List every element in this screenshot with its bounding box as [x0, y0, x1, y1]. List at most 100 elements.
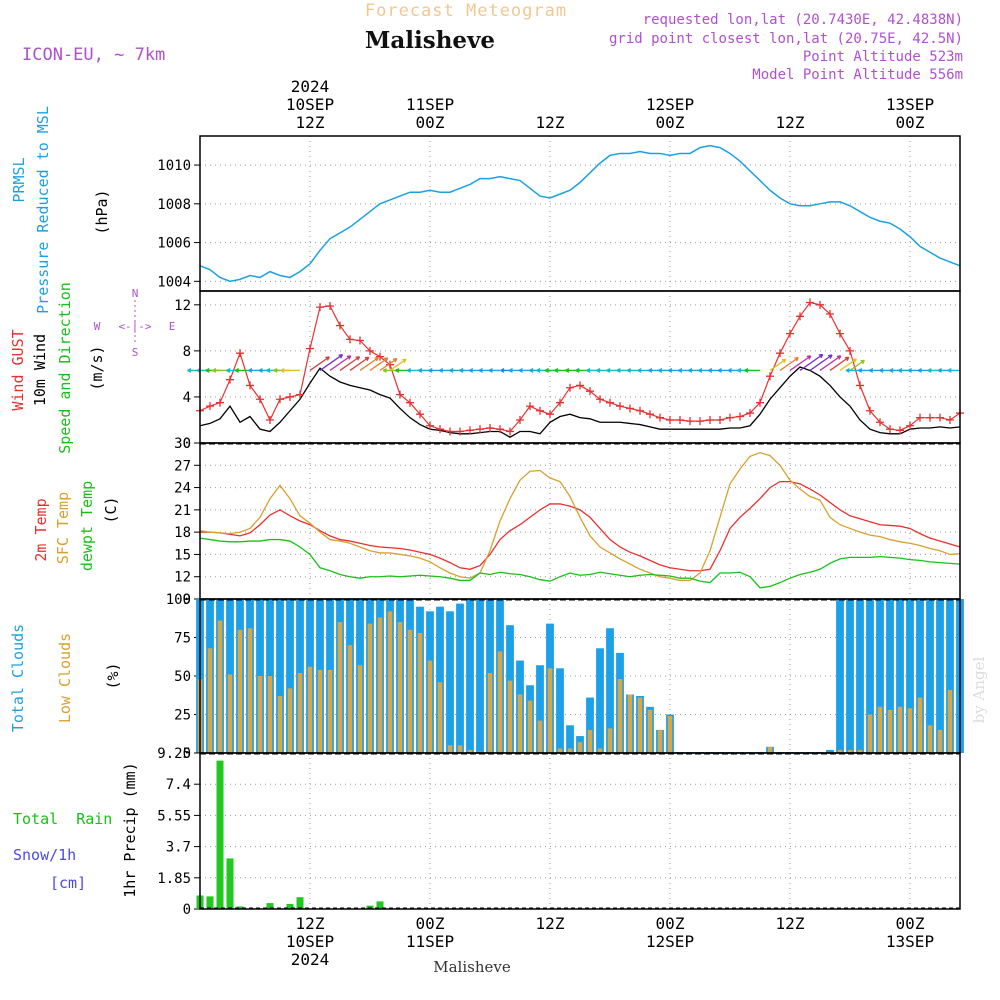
wind-direction-arrow [658, 368, 670, 373]
precip-unit: 1hr Precip (mm) [121, 762, 139, 897]
rain-bar [266, 903, 274, 909]
wind-direction-arrow [469, 368, 480, 373]
pressure-label-2: Pressure Reduced to MSL [34, 106, 52, 314]
wind-direction-arrow [779, 356, 799, 371]
wind-direction-arrow [809, 354, 833, 371]
wind-direction-arrow [858, 368, 870, 373]
wind-direction-arrow [508, 368, 520, 373]
gust-point [416, 410, 424, 419]
temp-2m-line [200, 480, 961, 572]
temperature-ytick-label-3: 18 [174, 525, 191, 541]
compass-rose: N W <-|-> E S [94, 287, 176, 359]
temperature-ytick-label-5: 24 [174, 481, 191, 497]
total-cloud-bar [536, 665, 544, 753]
pressure-label-1: PRMSL [10, 157, 28, 202]
pressure-panel: 1004 1006 1008 1010 [157, 135, 961, 292]
low-cloud-bar [857, 749, 863, 753]
low-cloud-bar [357, 665, 363, 753]
wind-label-dir: Speed and Direction [56, 282, 74, 454]
gust-point [286, 392, 294, 401]
total-cloud-bar [866, 599, 874, 753]
wind-direction-arrow [439, 368, 450, 373]
model-altitude: Model Point Altitude 556m [752, 67, 963, 83]
total-cloud-bar [276, 599, 284, 753]
low-cloud-bar [577, 742, 583, 753]
wind-direction-arrow [248, 368, 260, 373]
low-cloud-bar [317, 669, 323, 753]
wind-unit: (m/s) [88, 345, 106, 390]
precip-label-rain: Total Rain [13, 810, 112, 828]
wind-direction-arrow [839, 358, 857, 371]
low-cloud-bar [887, 709, 893, 753]
gust-point [216, 398, 224, 407]
total-cloud-bar [826, 749, 834, 753]
rain-bar [226, 858, 234, 909]
wind-direction-arrow [869, 368, 880, 373]
gust-point [506, 427, 514, 436]
bottom-time-label: 10SEP [286, 932, 334, 951]
gust-point [266, 415, 274, 424]
wind-direction-arrow [927, 368, 940, 373]
low-cloud-bar [567, 748, 573, 753]
wind-direction-arrow [349, 356, 370, 371]
low-cloud-bar [397, 622, 403, 753]
gust-point [926, 413, 934, 422]
gust-point [516, 415, 524, 424]
wind-direction-arrow [379, 357, 398, 371]
gust-point [836, 329, 844, 338]
low-cloud-bar [307, 666, 313, 753]
total-cloud-bar [906, 599, 914, 753]
precip-label-cm: [cm] [50, 874, 86, 892]
gust-point [356, 336, 364, 345]
wind-direction-arrow [889, 368, 900, 373]
gust-point [806, 298, 814, 307]
low-cloud-bar [247, 628, 253, 753]
temp-unit: (C) [102, 496, 120, 523]
gust-point [826, 310, 834, 319]
wind-direction-arrow [459, 368, 470, 373]
wind-direction-arrow [329, 355, 352, 371]
wind-direction-arrow [234, 368, 250, 373]
low-cloud-bar [897, 706, 903, 753]
low-cloud-bar [657, 729, 663, 753]
low-cloud-bar [917, 697, 923, 753]
low-cloud-bar [507, 680, 513, 753]
low-cloud-bar [387, 611, 393, 753]
wind-direction-arrow [488, 368, 500, 373]
temp-dewpt-line [199, 537, 961, 589]
precip-label-snow: Snow/1h [13, 846, 76, 864]
wind-direction-arrow [769, 358, 787, 371]
low-cloud-bar [927, 725, 933, 753]
gust-point [606, 398, 614, 407]
low-cloud-bar [947, 689, 953, 753]
gust-point [236, 349, 244, 358]
watermark: by Angel [970, 656, 988, 723]
low-cloud-bar [217, 620, 223, 753]
total-cloud-bar [936, 599, 944, 753]
gust-point [626, 404, 634, 413]
wind-direction-arrow [478, 368, 490, 373]
gust-point [856, 381, 864, 390]
low-cloud-bar [837, 749, 843, 753]
wind-label-gust: Wind GUST [9, 329, 27, 410]
total-cloud-bar [476, 599, 484, 753]
precip-ytick-label-2: 3.7 [166, 840, 191, 856]
low-cloud-bar [327, 669, 333, 753]
bottom-time-label: 00Z [656, 914, 685, 933]
temperature-ytick-label-2: 15 [174, 547, 191, 563]
gust-point [796, 312, 804, 321]
pressure-labels: PRMSL Pressure Reduced to MSL (hPa) [10, 106, 111, 314]
wind-direction-arrow [698, 368, 710, 373]
low-cloud-bar [597, 748, 603, 753]
pressure-unit: (hPa) [93, 189, 111, 234]
low-cloud-bar [487, 672, 493, 753]
temp-sfc-line [199, 451, 961, 582]
gust-point [246, 381, 254, 390]
low-cloud-bar [767, 746, 773, 753]
low-cloud-bar [877, 706, 883, 753]
low-cloud-bar [867, 714, 873, 753]
bottom-time-label: 12Z [776, 914, 805, 933]
temperature-ytick-label-1: 12 [174, 570, 191, 586]
wind-direction-arrow [280, 368, 300, 373]
